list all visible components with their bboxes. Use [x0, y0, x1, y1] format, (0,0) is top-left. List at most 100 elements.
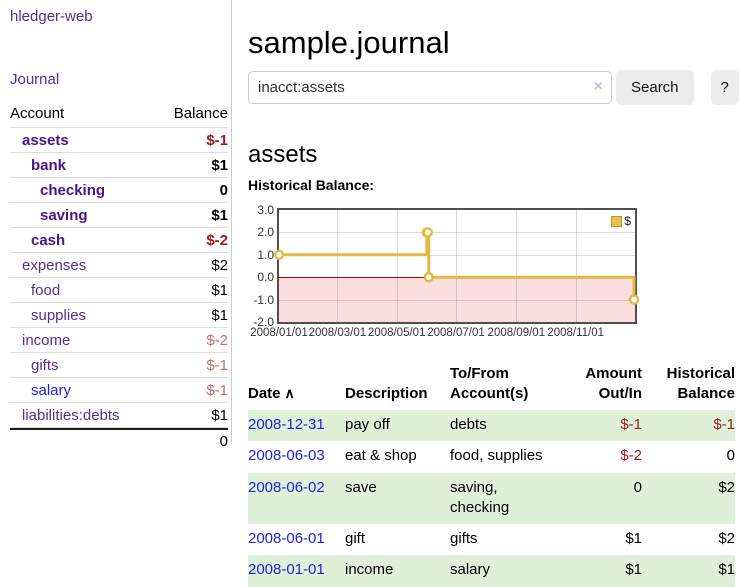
transaction-date-link[interactable]: 2008-12-31	[248, 416, 325, 433]
accounts-column-header: To/From Account(s)	[450, 365, 529, 402]
account-balance: $2	[211, 256, 228, 274]
transaction-accounts: debts	[450, 416, 487, 433]
account-row: income $-2	[10, 328, 228, 353]
transaction-row[interactable]: 2008-06-01 gift gifts $1 $2	[248, 524, 735, 555]
account-link[interactable]: expenses	[22, 256, 87, 274]
account-link[interactable]: supplies	[31, 306, 87, 324]
search-button[interactable]: Search	[616, 70, 694, 105]
historical-balance-chart: 3.0 2.0 1.0 0.0 -1.0 -2.0 $ 2008/01/01 2008/03…	[248, 203, 738, 345]
transaction-balance: $-1	[713, 416, 735, 433]
sort-ascending-icon[interactable]: ∧	[284, 384, 295, 401]
account-row: gifts $-1	[10, 353, 228, 378]
register-header-row: Date ∧ Description To/From Account(s) Amo…	[248, 360, 735, 410]
account-row: bank $1	[10, 153, 228, 178]
account-row: cash $-2	[10, 228, 228, 253]
account-balance: $-1	[206, 356, 228, 374]
account-link[interactable]: food	[31, 281, 61, 299]
transaction-accounts: food, supplies	[450, 447, 543, 465]
transaction-balance: 0	[726, 447, 735, 465]
account-link[interactable]: liabilities:debts	[22, 406, 120, 424]
account-row: assets $-1	[10, 128, 228, 153]
account-link[interactable]: saving	[40, 206, 88, 224]
account-row: checking 0	[10, 178, 228, 203]
account-balance: $1	[211, 306, 228, 324]
data-point-marker	[628, 294, 640, 305]
transaction-amount: 0	[633, 478, 642, 496]
transaction-row[interactable]: 2008-01-01 income salary $1 $1	[248, 555, 735, 587]
balance-step-line	[273, 227, 640, 305]
transaction-amount: $1	[625, 530, 642, 547]
chart-negative-region	[279, 277, 635, 322]
search-input[interactable]	[248, 71, 612, 104]
y-tick-label: 3.0	[257, 203, 274, 217]
current-account-heading: assets	[248, 140, 318, 168]
transaction-amount: $1	[625, 561, 642, 579]
y-tick-label: -2.0	[253, 315, 274, 329]
account-balance-table: Account Balance assets $-1 bank $1 check…	[10, 103, 228, 453]
data-point-marker	[273, 249, 285, 260]
account-balance: $1	[211, 156, 228, 174]
transaction-date-link[interactable]: 2008-06-03	[248, 447, 325, 465]
account-balance: $-2	[206, 331, 228, 349]
account-column-header: Account	[10, 105, 65, 122]
legend-swatch-icon	[611, 215, 623, 227]
h-gridline	[279, 232, 635, 234]
v-gridline	[575, 210, 577, 322]
chart-title: Historical Balance:	[248, 177, 375, 193]
date-column-header[interactable]: Date ∧	[248, 384, 295, 402]
transaction-accounts: gifts	[450, 530, 478, 547]
x-tick-label: 2008/03/01	[308, 327, 367, 339]
v-gridline	[516, 210, 518, 322]
transaction-row[interactable]: 2008-06-03 eat & shop food, supplies $-2…	[248, 441, 735, 472]
account-link[interactable]: gifts	[31, 356, 59, 374]
account-link[interactable]: income	[22, 331, 71, 349]
clear-search-icon[interactable]: ×	[593, 78, 603, 95]
account-link[interactable]: bank	[31, 156, 67, 174]
transaction-description: pay off	[345, 416, 390, 433]
legend-label: $	[624, 214, 631, 228]
transaction-date-link[interactable]: 2008-06-01	[248, 530, 325, 547]
account-balance: $-2	[206, 231, 228, 249]
account-balance: $-1	[206, 381, 228, 399]
account-link[interactable]: salary	[31, 381, 72, 399]
account-balance: $-1	[206, 131, 228, 149]
sidebar-item-journal[interactable]: Journal	[10, 71, 60, 88]
y-tick-label: 0.0	[257, 270, 274, 285]
h-gridline	[279, 254, 635, 256]
transaction-balance: $1	[718, 561, 735, 579]
transaction-row[interactable]: 2008-12-31 pay off debts $-1 $-1	[248, 410, 735, 442]
transaction-balance: $2	[718, 478, 735, 496]
account-total-row: 0	[10, 428, 228, 453]
transaction-date-link[interactable]: 2008-01-01	[248, 561, 325, 579]
help-button[interactable]: ?	[710, 70, 739, 105]
data-point-marker	[422, 227, 434, 238]
account-table-header: Account Balance	[10, 103, 228, 128]
description-column-header: Description	[345, 384, 428, 402]
account-link[interactable]: cash	[31, 231, 66, 249]
v-gridline	[396, 210, 398, 322]
chart-plot-area: $	[273, 208, 640, 324]
x-tick-label: 2008/09/01	[487, 327, 546, 339]
transaction-amount: $-2	[620, 447, 642, 465]
account-row: saving $1	[10, 203, 228, 228]
account-row: expenses $2	[10, 253, 228, 278]
amount-column-header: Amount Out/In	[585, 365, 642, 402]
account-balance: $1	[211, 406, 228, 424]
app-title-link[interactable]: hledger-web	[10, 8, 93, 25]
transaction-description: gift	[345, 530, 366, 547]
transaction-description: income	[345, 561, 394, 579]
balance-column-header: Historical Balance	[666, 365, 735, 402]
transaction-amount: $-1	[620, 416, 642, 433]
v-gridline	[456, 210, 458, 322]
account-balance: 0	[219, 181, 228, 199]
account-link[interactable]: checking	[40, 181, 106, 199]
transaction-accounts: saving, checking	[450, 478, 510, 516]
x-tick-label: 2008/05/01	[367, 327, 426, 339]
transaction-date-link[interactable]: 2008-06-02	[248, 478, 325, 496]
x-tick-label: 2008/01/01	[250, 327, 308, 339]
x-tick-label: 2008/11/01	[547, 327, 605, 339]
transaction-balance: $2	[718, 530, 735, 547]
v-gridline	[337, 210, 339, 322]
transaction-row[interactable]: 2008-06-02 save saving, checking 0 $2	[248, 472, 735, 524]
account-link[interactable]: assets	[22, 131, 69, 149]
